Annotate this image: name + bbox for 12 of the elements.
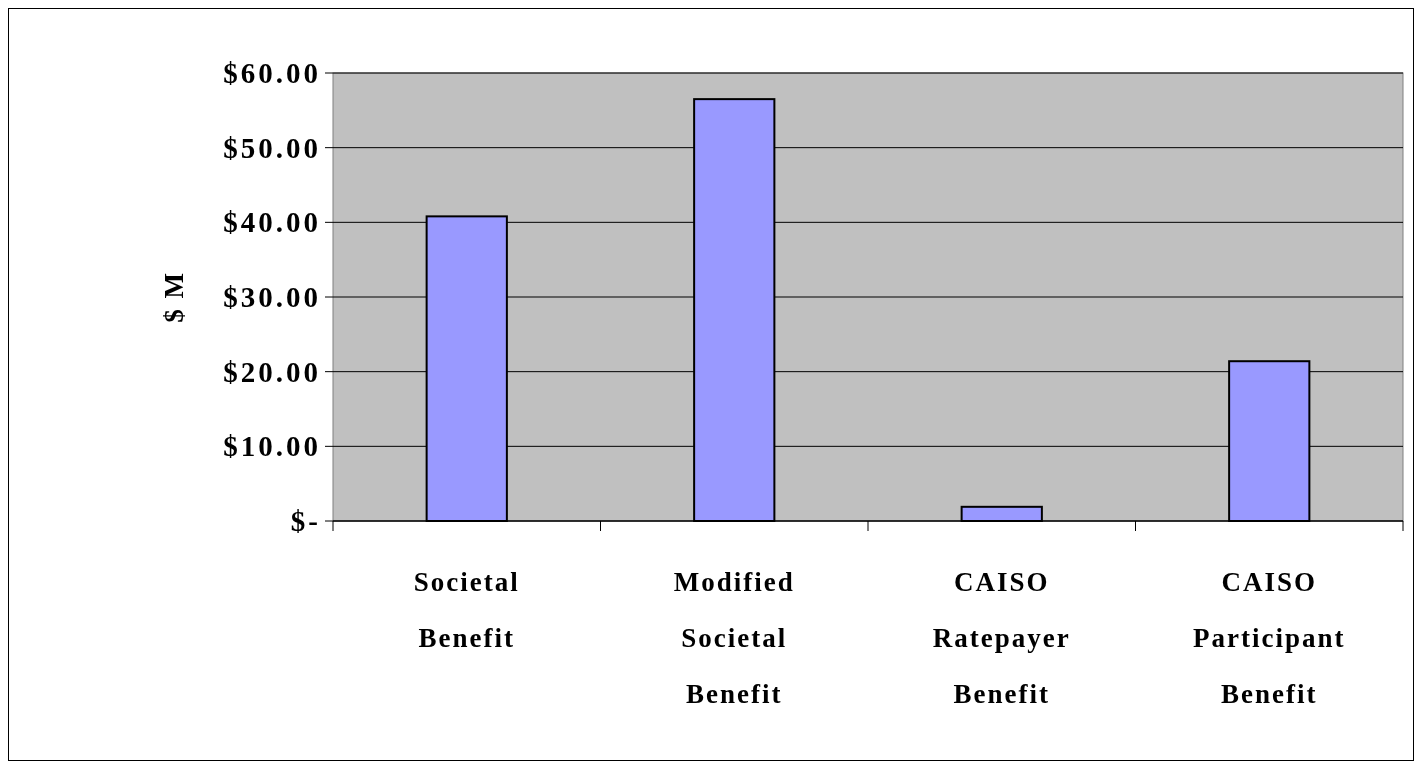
y-tick-label: $10.00 bbox=[223, 430, 321, 463]
y-tick-label: $40.00 bbox=[223, 206, 321, 239]
y-tick-label: $50.00 bbox=[223, 131, 321, 164]
y-tick-label: $- bbox=[290, 505, 321, 538]
x-tick-label: CAISO Ratepayer Benefit bbox=[932, 567, 1071, 709]
x-tick-label: Modified Societal Benefit bbox=[673, 567, 795, 709]
y-tick-label: $60.00 bbox=[223, 57, 321, 90]
x-tick-label: Societal Benefit bbox=[413, 567, 520, 653]
x-tick-label: CAISO Participant Benefit bbox=[1193, 567, 1346, 709]
y-axis-title: $ M bbox=[159, 271, 189, 323]
y-tick-label: $20.00 bbox=[223, 355, 321, 388]
y-tick-label: $30.00 bbox=[223, 281, 321, 314]
